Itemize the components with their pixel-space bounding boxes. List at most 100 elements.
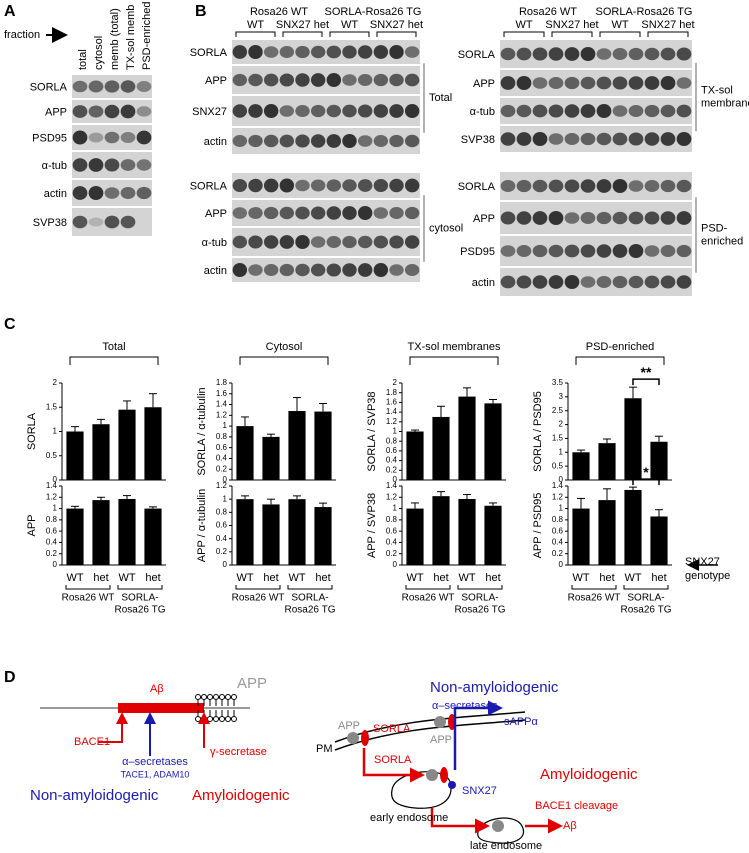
group-label: Rosa26 WT [402, 593, 455, 604]
blot-band [516, 245, 532, 257]
blot-band [248, 73, 263, 87]
fraction-label: membranes [701, 97, 749, 109]
app-label: APP [430, 734, 452, 746]
x-tick-label: het [93, 572, 108, 584]
y-tick-label: 0 [53, 475, 58, 484]
blot-band [373, 73, 389, 87]
blot-band [404, 178, 420, 193]
group-bracket [457, 585, 503, 590]
blot-band [88, 186, 104, 200]
group-label: SORLA-Rosa26 TG [324, 6, 421, 18]
y-tick-label: 0.4 [386, 538, 398, 547]
group-bracket [623, 585, 669, 590]
bar [288, 411, 306, 480]
y-tick-label: 2 [559, 420, 564, 429]
blot-band [120, 80, 136, 93]
lane-label: cytosol [93, 36, 105, 70]
y-tick-label: 0.4 [216, 534, 228, 543]
group-bracket [571, 585, 617, 590]
blot-band [232, 45, 248, 59]
blot-band [564, 76, 580, 90]
x-tick-label: het [485, 572, 500, 584]
blot-band [564, 133, 580, 145]
blot-band [628, 275, 644, 289]
bar [262, 436, 280, 480]
blot-band [88, 105, 104, 118]
gamma-label: γ-secretase [210, 746, 267, 758]
y-tick-label: 0.5 [46, 451, 58, 460]
significance-label: ** [641, 364, 652, 380]
blot-band [676, 179, 692, 193]
bar [406, 508, 424, 565]
bar [66, 508, 84, 565]
blot-band [295, 206, 310, 220]
blot-band [548, 47, 564, 61]
blot-band [136, 106, 152, 117]
group-bracket [287, 585, 333, 590]
blot-band [310, 45, 326, 59]
blot-band [564, 47, 580, 61]
blot-band [279, 263, 295, 277]
blot-band [310, 236, 326, 248]
blot-band [88, 158, 104, 172]
blot-band [342, 263, 357, 277]
blot-band [120, 104, 136, 119]
panel-label: B [195, 3, 207, 20]
blot-band [580, 244, 596, 258]
bar [572, 452, 590, 480]
y-tick-label: 0.5 [552, 461, 564, 470]
y-tick-label: 1.2 [216, 410, 228, 419]
blot-strip [500, 268, 692, 296]
y-tick-label: 1 [53, 427, 58, 436]
late-endosome [477, 817, 524, 844]
blot-band [628, 132, 644, 146]
chart-title: PSD-enriched [586, 341, 654, 353]
blot-band [295, 235, 310, 249]
blot-band [295, 105, 310, 117]
blot-strip [232, 200, 420, 226]
blot-band [373, 235, 389, 249]
blot-band [373, 207, 389, 219]
blot-strip [232, 96, 420, 126]
group-bracket [405, 585, 451, 590]
x-tick-label: het [145, 572, 160, 584]
blot-band [295, 45, 310, 59]
blot-band [248, 264, 263, 276]
blot-strip [500, 202, 692, 234]
blot-band [404, 73, 420, 87]
bar [118, 409, 136, 480]
sorla-label: SORLA [374, 754, 412, 766]
y-axis-label: SORLA [26, 412, 38, 450]
blot-band [279, 206, 295, 220]
blot-band [104, 80, 120, 93]
blot-band [232, 207, 248, 219]
blot-band [104, 131, 120, 144]
blot-row-label: α-tub [202, 237, 227, 249]
blot-row-label: SORLA [30, 81, 68, 93]
blot-band [596, 179, 612, 193]
lipid-bilayer [195, 694, 237, 722]
blot-band [136, 159, 152, 171]
genotype-label: genotype [685, 570, 730, 582]
blot-band [326, 236, 342, 248]
y-tick-label: 0.6 [216, 521, 228, 530]
blot-band [295, 179, 310, 192]
sappa-label: sAPPα [504, 716, 539, 728]
blot-band [389, 207, 404, 219]
blot-band [326, 134, 342, 148]
blot-strip [232, 173, 420, 198]
bar [406, 431, 424, 480]
y-tick-label: 0.2 [386, 465, 398, 474]
blot-band [342, 74, 357, 86]
blot-row-label: actin [44, 188, 67, 200]
blot-band [500, 180, 516, 192]
blot-band [342, 134, 357, 148]
bracket [551, 31, 593, 37]
blot-band [263, 206, 279, 220]
bar [624, 489, 642, 565]
blot-strip [232, 40, 420, 64]
y-tick-label: 1 [223, 494, 228, 503]
bracket [235, 31, 276, 37]
blot-band [310, 206, 326, 220]
